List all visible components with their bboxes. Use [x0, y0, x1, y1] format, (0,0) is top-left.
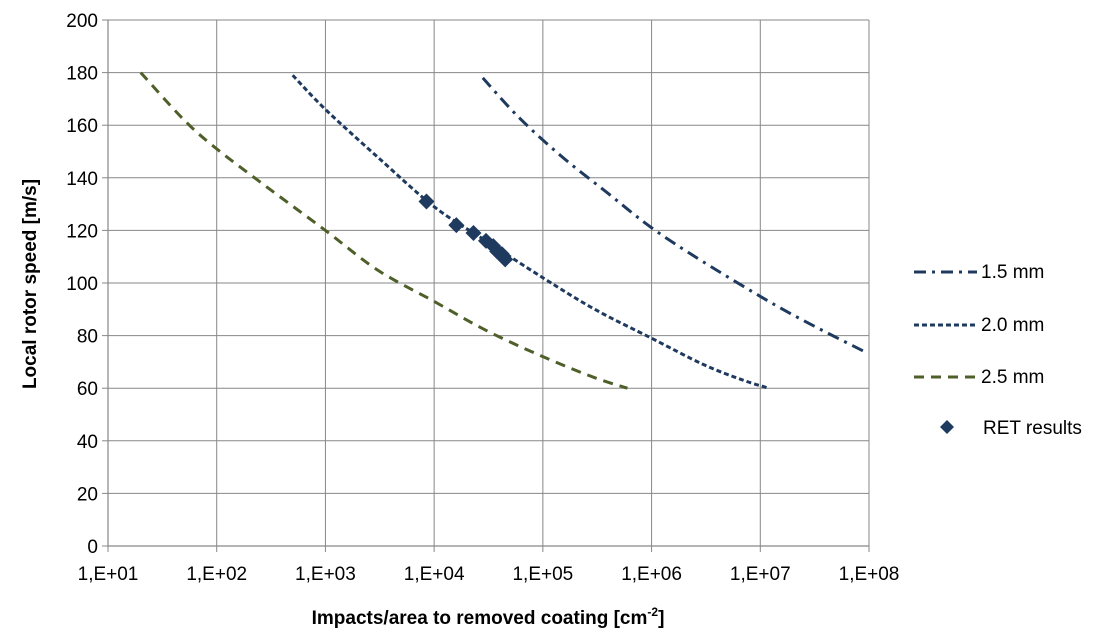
- x-tick-label: 1,E+01: [78, 564, 139, 585]
- x-tick-label: 1,E+03: [295, 564, 356, 585]
- x-tick-label: 1,E+04: [404, 564, 465, 585]
- y-tick-label: 100: [66, 274, 98, 295]
- legend-label-ret-results: RET results: [983, 418, 1082, 439]
- axes: [102, 19, 870, 552]
- series-line-2-5-mm: [139, 71, 628, 390]
- x-tick-label: 1,E+06: [621, 564, 682, 585]
- y-axis-title: Local rotor speed [m/s]: [20, 179, 41, 389]
- legend-marker-ret-results: [940, 420, 954, 434]
- data-point-ret-result: [497, 251, 514, 268]
- x-tick-label: 1,E+05: [512, 564, 573, 585]
- legend-label-2-0-mm: 2.0 mm: [981, 315, 1044, 336]
- legend-label-2-5-mm: 2.5 mm: [981, 367, 1044, 388]
- series-line-1-5-mm: [481, 76, 865, 353]
- series-line-2-0-mm: [291, 74, 770, 390]
- x-axis-title: Impacts/area to removed coating [cm-2]: [312, 605, 665, 629]
- x-axis-title-main: Impacts/area to removed coating [cm: [312, 608, 648, 629]
- y-tick-label: 140: [66, 169, 98, 190]
- data-point-ret-result: [448, 217, 465, 234]
- x-tick-label: 1,E+08: [839, 564, 900, 585]
- y-tick-label: 80: [77, 327, 98, 348]
- y-tick-label: 160: [66, 116, 98, 137]
- data-point-ret-result: [418, 193, 435, 210]
- legend-label-1-5-mm: 1.5 mm: [981, 262, 1044, 283]
- x-axis-title-sup: -2: [647, 605, 658, 619]
- series-layer: [139, 71, 865, 390]
- y-tick-label: 40: [77, 432, 98, 453]
- legend: 1.5 mm 2.0 mm 2.5 mm RET results: [914, 262, 1082, 439]
- y-tick-label: 0: [87, 537, 98, 558]
- grid: [107, 19, 870, 547]
- tick-labels: 0 20 40 60 80 100 120 140 160 180 200 1,E+01 1,E+02 1…: [66, 11, 899, 585]
- x-tick-label: 1,E+02: [186, 564, 247, 585]
- y-tick-label: 20: [77, 484, 98, 505]
- y-tick-label: 120: [66, 221, 98, 242]
- x-tick-label: 1,E+07: [730, 564, 791, 585]
- x-axis-title-end: ]: [658, 608, 664, 629]
- y-tick-label: 180: [66, 64, 98, 85]
- y-tick-label: 200: [66, 11, 98, 32]
- data-point-ret-result: [465, 225, 482, 242]
- y-tick-label: 60: [77, 379, 98, 400]
